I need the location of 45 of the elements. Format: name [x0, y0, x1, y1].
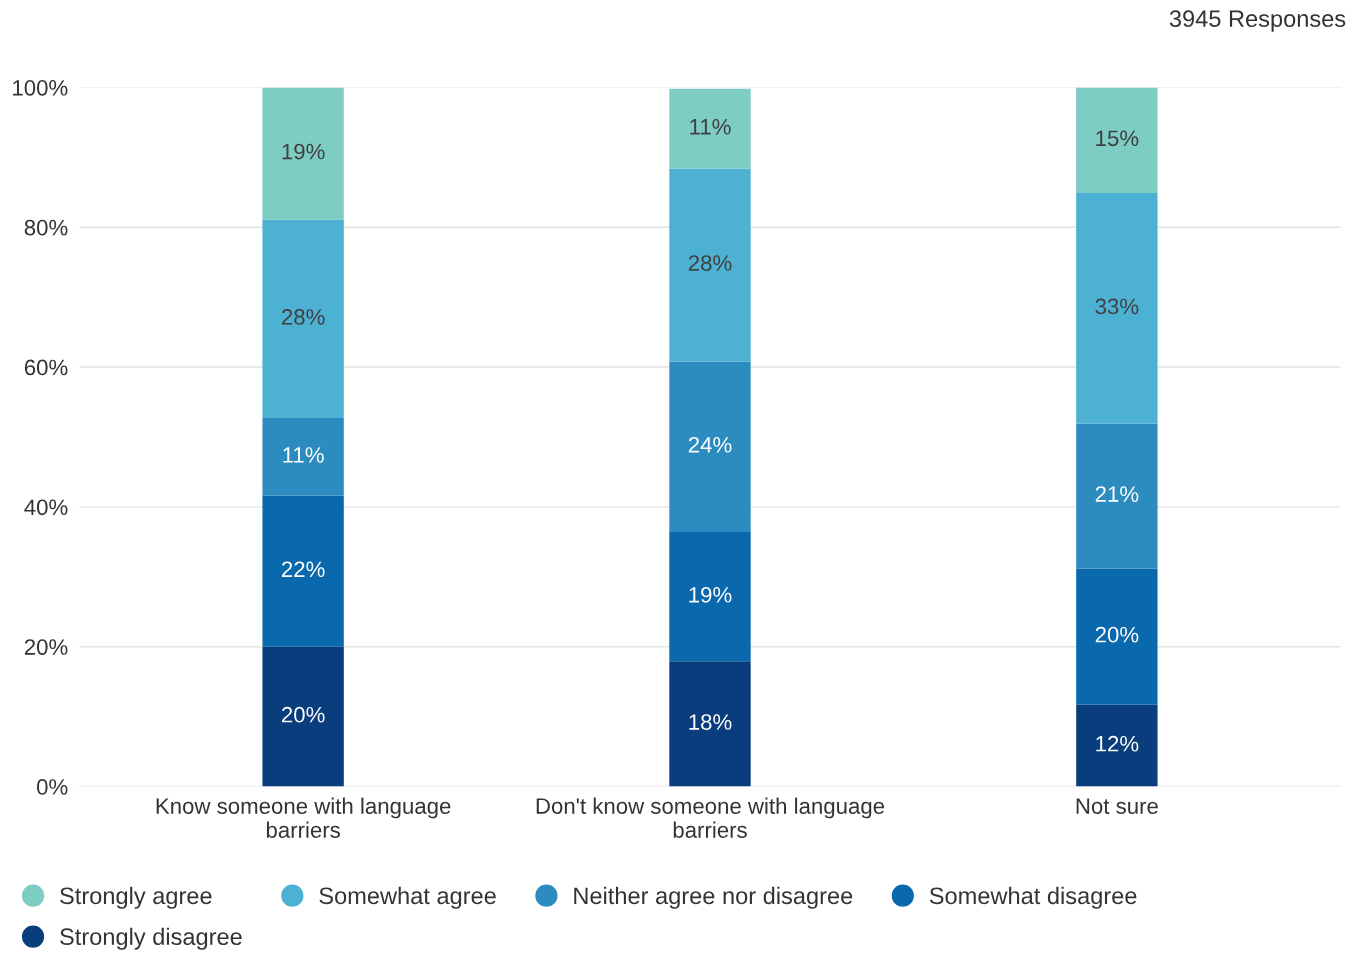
- bar: [1076, 568, 1158, 705]
- y-tick-label: 40%: [24, 499, 68, 516]
- legend-label: Somewhat disagree: [929, 886, 1137, 909]
- bar: [1076, 423, 1158, 569]
- data-label: 19%: [282, 143, 325, 160]
- bar: [262, 87, 344, 220]
- bar: [262, 219, 344, 419]
- bar: [1076, 192, 1158, 424]
- y-tick-label: 20%: [24, 639, 68, 655]
- x-tick-label: Not sure: [1076, 798, 1158, 814]
- data-label: 20%: [1095, 626, 1139, 643]
- bar: [262, 646, 344, 787]
- data-label: 12%: [1096, 735, 1139, 752]
- y-tick-label: 80%: [24, 219, 68, 236]
- y-tick-label: 100%: [13, 79, 68, 96]
- bar: [669, 168, 751, 362]
- bar: [669, 661, 751, 787]
- data-label: 11%: [690, 118, 731, 135]
- data-label: 21%: [1095, 486, 1139, 502]
- data-label: 18%: [689, 714, 732, 730]
- bar: [262, 418, 344, 496]
- y-tick-label: 0%: [36, 779, 68, 795]
- bar: [262, 495, 344, 647]
- legend-label: Strongly disagree: [60, 927, 242, 950]
- legend-label: Strongly agree: [60, 886, 212, 909]
- y-tick-label: 60%: [24, 359, 68, 376]
- bar: [669, 361, 751, 533]
- bar: [1076, 704, 1158, 787]
- bar: [1076, 87, 1158, 193]
- data-label: 22%: [282, 561, 325, 578]
- bar: [669, 88, 751, 169]
- data-label: 15%: [1096, 130, 1139, 147]
- data-label: 11%: [283, 447, 324, 463]
- chart-title: 3945 Responses: [1169, 10, 1346, 32]
- data-label: 24%: [688, 436, 732, 453]
- data-label: 28%: [282, 309, 325, 325]
- data-label: 33%: [1095, 298, 1139, 315]
- bar: [669, 532, 751, 662]
- x-tick-label: Don't know someone with language barriers: [536, 797, 885, 838]
- x-tick-label: Know someone with language barriers: [156, 797, 451, 838]
- data-label: 20%: [282, 706, 325, 723]
- data-label: 19%: [689, 586, 732, 603]
- data-label: 28%: [688, 255, 732, 271]
- legend-label: Neither agree nor disagree: [574, 886, 853, 909]
- legend-label: Somewhat agree: [319, 886, 496, 909]
